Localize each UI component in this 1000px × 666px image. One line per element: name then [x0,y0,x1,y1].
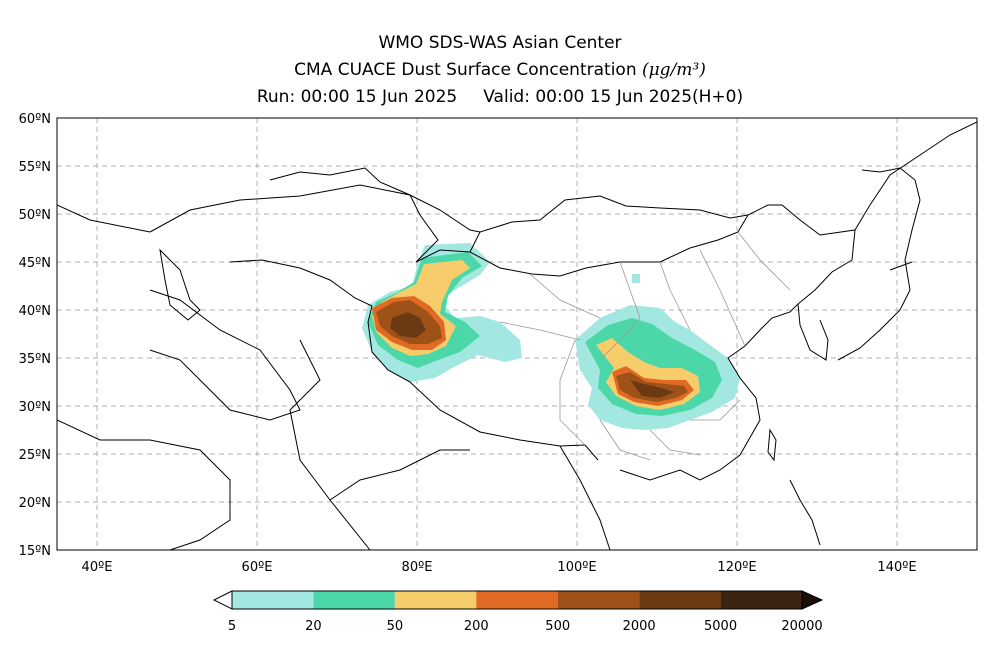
border-central-asia [229,259,411,383]
border-philippines [789,479,821,546]
colorbar: 5 20 50 200 500 2000 5000 20000 [212,590,824,634]
border-caspian [159,248,201,321]
border-china-north [415,204,856,305]
border-se-asia [559,303,799,550]
colorbar-swatch [639,591,721,609]
colorbar-swatch [394,591,477,609]
colorbar-swatch [557,591,640,609]
colorbar-label: 5000 [704,619,737,634]
border-russia-north [57,167,481,233]
lat-tick-label: 20ºN [19,496,51,511]
colorbar-swatch [476,591,558,609]
dust-tarim-2000 [390,312,426,338]
lat-tick-label: 45ºN [19,256,51,271]
colorbar-over-arrow [801,590,824,610]
lat-tick-label: 60ºN [19,112,51,127]
colorbar-label: 5 [228,619,236,634]
title-unit: (μg/m³) [642,60,706,80]
border-kazakhstan [149,184,439,263]
border-japan [837,167,921,361]
lat-tick-label: 40ºN [19,304,51,319]
colorbar-label: 200 [464,619,489,634]
title-product: CMA CUACE Dust Surface Concentration [294,60,637,80]
colorbar-label: 2000 [623,619,656,634]
border-taiwan [767,428,777,462]
border-arabia [57,419,231,550]
border-iran [149,289,301,421]
border-east-russia [854,121,977,231]
lat-tick-label: 55ºN [19,160,51,175]
dust-china-5b [632,274,640,283]
lon-tick-label: 60ºE [242,560,273,575]
colorbar-label: 20000 [781,619,822,634]
colorbar-swatch [720,591,802,609]
country-borders [57,121,977,550]
valid-time: Valid: 00:00 15 Jun 2025(H+0) [483,87,744,107]
lat-tick-label: 35ºN [19,352,51,367]
dust-concentration-field [362,243,740,430]
latitude-labels: 60ºN 55ºN 50ºN 45ºN 40ºN 35ºN 30ºN 25ºN 20ºN 15ºN [19,112,51,559]
lat-tick-label: 25ºN [19,448,51,463]
colorbar-under-arrow [212,590,233,610]
lon-tick-label: 40ºE [82,560,113,575]
run-time: Run: 00:00 15 Jun 2025 [256,87,458,107]
title-line-2: CMA CUACE Dust Surface Concentration (μg… [0,60,1000,80]
lon-tick-label: 80ºE [402,560,433,575]
province-lines [499,231,791,461]
lon-tick-label: 120ºE [717,560,756,575]
title-line-3: Run: 00:00 15 Jun 2025 Valid: 00:00 15 Ju… [0,87,1000,107]
dust-china-2000 [630,380,674,398]
map-frame [56,117,978,551]
longitude-labels: 40ºE 60ºE 80ºE 100ºE 120ºE 140ºE [82,560,917,575]
lon-tick-label: 140ºE [877,560,916,575]
lat-tick-label: 30ºN [19,400,51,415]
colorbar-label: 500 [545,619,570,634]
colorbar-swatch [313,591,395,609]
colorbar-label: 50 [387,619,404,634]
border-mongolia [469,195,749,253]
colorbar-outline [231,590,803,610]
colorbar-swatch [232,591,314,609]
lon-tick-label: 100ºE [557,560,596,575]
border-tibet-south [409,381,599,461]
title-line-1: WMO SDS-WAS Asian Center [378,33,622,53]
colorbar-label: 20 [305,619,322,634]
lat-tick-label: 50ºN [19,208,51,223]
gridlines [57,118,977,550]
province-borders [499,231,791,461]
lat-tick-label: 15ºN [19,544,51,559]
border-india [289,339,470,550]
border-korea [797,303,829,361]
